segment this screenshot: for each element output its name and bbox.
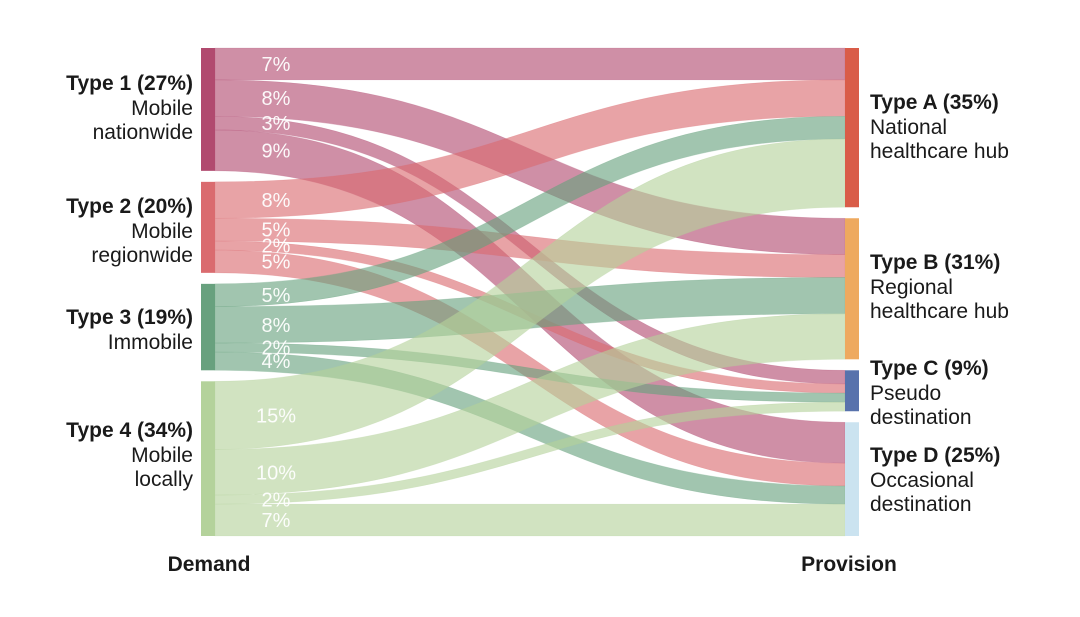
flow-value-label: 3%	[262, 113, 291, 135]
demand-column-header: Demand	[167, 553, 251, 576]
sankey-node-bar-A	[845, 48, 859, 208]
flow-value-label: 7%	[262, 54, 291, 76]
demand-node-label-type1: Type 1 (27%) Mobile nationwide	[66, 72, 193, 145]
sankey-node-bar-B	[845, 218, 859, 360]
flow-value-label: 2%	[262, 236, 291, 258]
node-subtitle: Pseudo destination	[870, 382, 972, 429]
provision-node-label-typeD: Type D (25%) Occasional destination	[870, 444, 1000, 517]
flow-value-label: 7%	[262, 510, 291, 532]
flow-value-label: 8%	[262, 190, 291, 212]
node-title: Type 4 (34%)	[66, 419, 193, 442]
node-subtitle: Regional healthcare hub	[870, 276, 1009, 323]
node-subtitle: Immobile	[107, 331, 193, 354]
node-subtitle: National healthcare hub	[870, 116, 1009, 163]
flow-value-label: 5%	[262, 251, 291, 273]
provision-node-label-typeC: Type C (9%) Pseudo destination	[870, 357, 989, 430]
demand-node-label-type4: Type 4 (34%) Mobile locally	[66, 419, 193, 492]
node-title: Type D (25%)	[870, 444, 1001, 467]
sankey-link-T1-A	[214, 47, 846, 81]
provision-node-label-typeB: Type B (31%) Regional healthcare hub	[870, 251, 1009, 324]
provision-node-label-typeA: Type A (35%) National healthcare hub	[870, 91, 1009, 164]
flow-value-label: 2%	[262, 490, 291, 512]
node-title: Type A (35%)	[870, 91, 999, 114]
sankey-node-bar-T3	[201, 283, 215, 371]
sankey-link-T4-D	[214, 503, 846, 537]
node-title: Type C (9%)	[870, 357, 989, 380]
sankey-node-bar-C	[845, 370, 859, 412]
sankey-node-bar-T4	[201, 381, 215, 536]
node-subtitle: Occasional destination	[870, 469, 974, 516]
sankey-node-bar-T1	[201, 48, 215, 171]
provision-column-header: Provision	[801, 553, 897, 576]
flow-value-label: 8%	[262, 315, 291, 337]
demand-node-label-type3: Type 3 (19%) Immobile	[66, 306, 193, 355]
node-title: Type B (31%)	[870, 251, 1001, 274]
flow-value-label: 10%	[256, 462, 296, 484]
sankey-node-bar-D	[845, 422, 859, 536]
flow-value-label: 15%	[256, 405, 296, 427]
node-title: Type 3 (19%)	[66, 306, 193, 329]
flow-value-label: 5%	[262, 285, 291, 307]
flow-value-label: 9%	[262, 140, 291, 162]
flow-value-label: 8%	[262, 88, 291, 110]
demand-node-label-type2: Type 2 (20%) Mobile regionwide	[66, 195, 193, 268]
node-title: Type 2 (20%)	[66, 195, 193, 218]
flow-value-label: 2%	[262, 338, 291, 360]
node-subtitle: Mobile nationwide	[92, 97, 193, 144]
flow-value-label: 5%	[262, 220, 291, 242]
node-title: Type 1 (27%)	[66, 72, 193, 95]
node-subtitle: Mobile locally	[131, 444, 193, 491]
sankey-node-bar-T2	[201, 181, 215, 273]
node-subtitle: Mobile regionwide	[91, 220, 193, 267]
flow-value-label: 4%	[262, 351, 291, 373]
